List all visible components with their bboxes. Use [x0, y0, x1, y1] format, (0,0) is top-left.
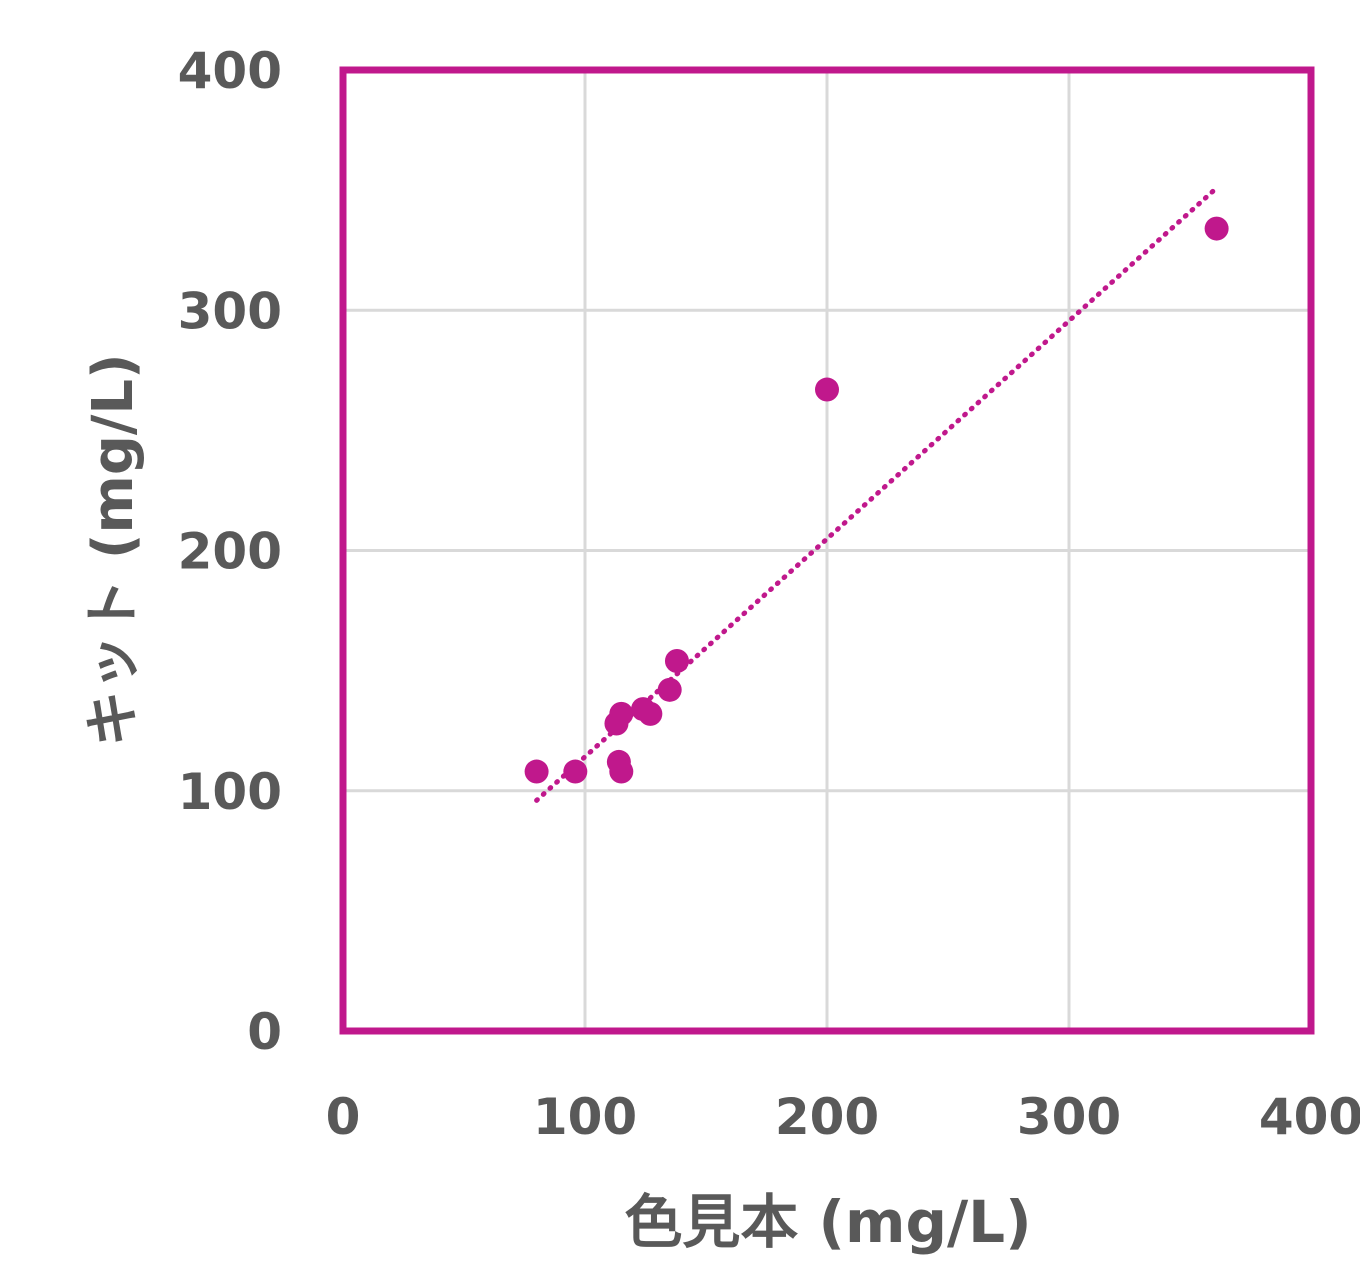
data-point — [815, 377, 839, 402]
y-tick-label: 400 — [178, 42, 282, 100]
data-point — [657, 677, 682, 702]
data-point — [524, 759, 549, 784]
y-axis-ticks: 0 100 200 300 400 — [178, 42, 282, 1061]
trendline — [534, 187, 1217, 803]
y-axis-label: キット (mg/L) — [81, 353, 146, 746]
x-tick-label: 100 — [533, 1088, 637, 1146]
data-point — [609, 701, 634, 726]
x-tick-label: 400 — [1259, 1088, 1360, 1146]
x-tick-label: 200 — [775, 1088, 879, 1146]
x-tick-label: 0 — [326, 1088, 361, 1146]
plot-area-frame — [339, 66, 1315, 1035]
data-point — [563, 759, 588, 784]
x-tick-label: 300 — [1017, 1088, 1121, 1146]
y-tick-label: 300 — [178, 282, 282, 340]
data-point — [1204, 216, 1229, 241]
gridlines — [343, 70, 1311, 1031]
x-axis-label: 色見本 (mg/L) — [624, 1188, 1031, 1256]
data-point — [638, 701, 663, 726]
data-point — [664, 649, 689, 674]
y-tick-label: 100 — [178, 763, 282, 821]
x-axis-ticks: 0 100 200 300 400 — [326, 1088, 1360, 1146]
data-points — [524, 216, 1229, 784]
trendline-layer — [534, 187, 1217, 803]
y-tick-label: 0 — [247, 1003, 282, 1061]
y-tick-label: 200 — [178, 523, 282, 581]
data-point — [609, 759, 634, 784]
